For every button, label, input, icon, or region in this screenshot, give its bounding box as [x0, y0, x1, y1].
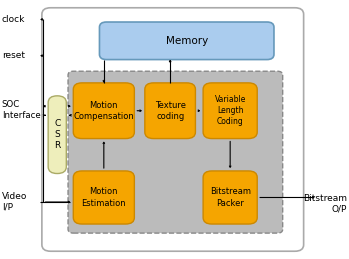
Text: SOC
Interface: SOC Interface — [2, 100, 40, 120]
Text: Video
I/P: Video I/P — [2, 192, 27, 212]
Text: Bitstream
Packer: Bitstream Packer — [210, 188, 251, 207]
Text: Bitstream
O/P: Bitstream O/P — [303, 194, 347, 213]
FancyBboxPatch shape — [203, 83, 257, 139]
FancyBboxPatch shape — [203, 171, 257, 224]
Text: clock: clock — [2, 15, 25, 24]
Text: Motion
Compensation: Motion Compensation — [73, 101, 134, 121]
Text: Memory: Memory — [165, 36, 208, 46]
FancyBboxPatch shape — [73, 171, 134, 224]
FancyBboxPatch shape — [73, 83, 134, 139]
FancyBboxPatch shape — [48, 96, 66, 174]
Text: C
S
R: C S R — [54, 119, 60, 150]
Text: reset: reset — [2, 51, 25, 60]
Text: Texture
coding: Texture coding — [155, 101, 186, 121]
FancyBboxPatch shape — [68, 71, 283, 233]
Text: Motion
Estimation: Motion Estimation — [82, 188, 126, 207]
FancyBboxPatch shape — [145, 83, 195, 139]
Text: Variable
Length
Coding: Variable Length Coding — [215, 95, 246, 126]
FancyBboxPatch shape — [42, 8, 304, 251]
FancyBboxPatch shape — [99, 22, 274, 60]
